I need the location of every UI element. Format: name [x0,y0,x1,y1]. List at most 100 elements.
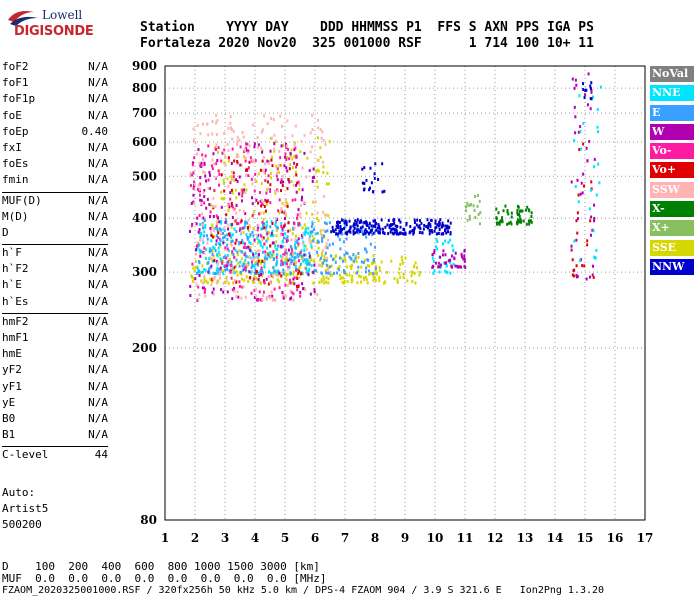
echo-point [240,257,243,261]
echo-point [252,277,255,281]
echo-point [451,244,454,248]
echo-point [405,221,408,225]
echo-point [230,236,233,240]
echo-point [231,222,234,226]
echo-point [588,207,591,211]
echo-point [212,276,215,280]
param-row: hmE N/A [2,347,108,363]
echo-point [311,128,314,132]
param-row: MUF(D) N/A [2,194,108,210]
echo-point [337,223,340,227]
echo-point [234,219,237,223]
echo-point [215,224,218,228]
echo-point [285,214,288,218]
echo-point [593,203,596,207]
echo-point [261,298,264,302]
echo-point [206,122,209,126]
echo-point [261,202,264,206]
echo-point [585,146,588,150]
echo-point [304,261,307,265]
echo-point [289,281,292,285]
echo-point [229,270,232,274]
echo-point [325,280,328,284]
echo-point [305,247,308,251]
echo-point [357,274,360,278]
echo-point [266,180,269,184]
echo-point [593,219,596,223]
echo-point [211,253,214,257]
echo-point [193,180,196,184]
echo-point [335,271,338,275]
echo-point [280,274,283,278]
echo-point [369,242,372,246]
echo-point [327,281,330,285]
echo-point [198,273,201,277]
echo-point [282,253,285,257]
echo-point [320,233,323,237]
echo-point [211,224,214,228]
echo-point [285,156,288,160]
y-tick-label: 80 [140,513,157,527]
echo-point [261,149,264,153]
echo-point [243,155,246,159]
echo-point [327,266,330,270]
echo-point [510,215,513,219]
echo-point [271,298,274,302]
echo-point [452,248,455,252]
echo-point [342,259,345,263]
echo-point [290,251,293,255]
echo-point [293,257,296,261]
echo-point [245,265,248,269]
echo-point [303,244,306,248]
echo-point [304,266,307,270]
echo-point [278,271,281,275]
echo-point [247,279,250,283]
echo-point [373,260,376,264]
echo-point [215,234,218,238]
echo-point [456,264,459,268]
echo-point [507,221,510,225]
echo-point [378,231,381,235]
echo-point [301,226,304,230]
echo-point [465,205,468,209]
echo-point [468,217,471,221]
echo-point [222,281,225,285]
echo-point [329,273,332,277]
echo-point [262,211,265,215]
echo-point [196,241,199,245]
echo-point [393,227,396,231]
echo-point [509,220,512,224]
echo-point [301,282,304,286]
echo-point [316,250,319,254]
echo-point [437,224,440,228]
echo-point [259,269,262,273]
echo-point [453,257,456,261]
echo-point [216,254,219,258]
echo-point [300,254,303,258]
echo-point [590,180,593,184]
echo-point [302,240,305,244]
echo-point [194,277,197,281]
echo-point [575,219,578,223]
echo-point [263,222,266,226]
echo-point [369,166,372,170]
echo-point [599,85,602,89]
echo-point [368,273,371,277]
echo-point [281,124,284,128]
param-name: fmin [2,173,29,187]
echo-point [290,258,293,262]
echo-point [246,142,249,146]
echo-point [470,203,473,207]
echo-point [265,297,268,301]
echo-point [410,270,413,274]
echo-point [278,211,281,215]
echo-point [303,258,306,262]
echo-point [449,258,452,262]
echo-point [257,225,260,229]
echo-point [413,271,416,275]
echo-point [333,229,336,233]
echo-point [245,275,248,279]
echo-point [240,188,243,192]
echo-point [359,226,362,230]
echo-point [260,266,263,270]
